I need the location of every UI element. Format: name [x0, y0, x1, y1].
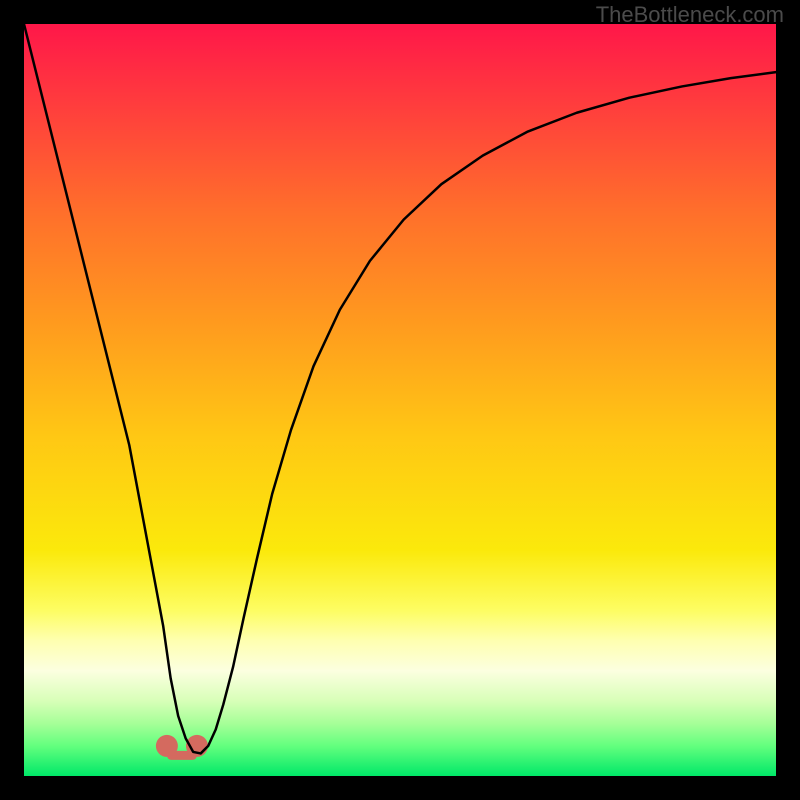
- valley-marker: [156, 735, 178, 757]
- plot-background-gradient: [24, 24, 776, 776]
- watermark-text: TheBottleneck.com: [596, 2, 784, 28]
- chart-svg: [0, 0, 800, 800]
- chart-container: TheBottleneck.com: [0, 0, 800, 800]
